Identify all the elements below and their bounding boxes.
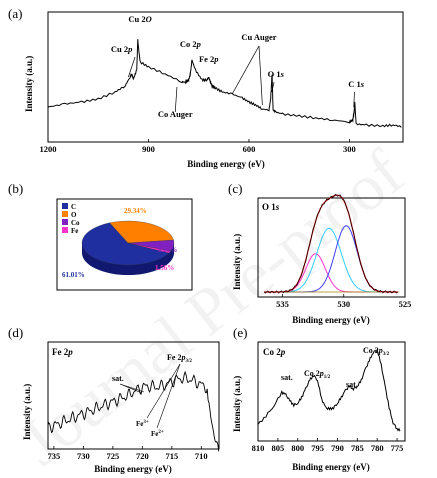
panel-a-peak-label: O 1s bbox=[268, 69, 285, 79]
panel-a-label: (a) bbox=[8, 6, 22, 21]
panel-a-arrow bbox=[271, 81, 275, 93]
panel-e-xtick-label: 785 bbox=[351, 443, 364, 453]
panel-d-xlabel: Binding energy (eV) bbox=[94, 464, 172, 474]
pie-slice-o bbox=[109, 220, 174, 244]
panel-e-sat2-label: sat. bbox=[346, 380, 358, 389]
panel-d-spectrum bbox=[47, 370, 220, 452]
panel-a-peak-label: Co Auger bbox=[158, 109, 193, 119]
panel-e-xtick-label: 790 bbox=[331, 443, 344, 453]
panel-d-annotations: sat. Fe 2p3/2 Fe3+ Fe2+ bbox=[112, 353, 192, 438]
panel-e-xlabel: Binding energy (eV) bbox=[292, 462, 370, 472]
panel-a-arrow bbox=[258, 45, 263, 106]
panel-a-xtick-label: 300 bbox=[343, 144, 356, 154]
legend-label-o: O bbox=[71, 211, 77, 219]
panel-c-xtick-label: 525 bbox=[399, 299, 412, 309]
legend-swatch-co bbox=[62, 219, 68, 225]
pie-percent-label: 61.01% bbox=[62, 271, 85, 279]
panel-a-arrow bbox=[174, 86, 178, 113]
panel-d-ylabel: Intensity (a.u.) bbox=[22, 384, 32, 440]
panel-d-fe2p: (d) Fe 2p 735 730 725 720 715 710 sat. Fe 2p3… bbox=[8, 325, 220, 474]
panel-e-ylabel: Intensity (a.u.) bbox=[232, 376, 242, 432]
panel-a-xtick-label: 1200 bbox=[40, 144, 57, 154]
panel-d-fe2p32-label: Fe 2p3/2 bbox=[167, 353, 192, 364]
panel-a-xtick-label: 900 bbox=[142, 144, 155, 154]
panel-d-fe3-arrow bbox=[146, 363, 181, 419]
panel-a-survey: (a) 1200 900 600 300 Cu 2p Cu 2O Co 2p Fe 2p Cu… bbox=[8, 6, 404, 169]
panel-c-title: O 1s bbox=[262, 202, 280, 212]
panel-a-frame bbox=[47, 11, 404, 143]
panel-d-fe2-arrow bbox=[156, 363, 181, 429]
panel-e-co2p12-label: Co 2p1/2 bbox=[304, 369, 331, 380]
panel-c-xtick-label: 535 bbox=[276, 299, 289, 309]
panel-d-xtick-label: 710 bbox=[195, 451, 208, 461]
panel-a-peak-label: C 1s bbox=[348, 79, 365, 89]
legend-swatch-c bbox=[62, 203, 68, 209]
panel-d-xtick-label: 730 bbox=[77, 451, 90, 461]
panel-e-xtick-label: 775 bbox=[391, 443, 404, 453]
panel-b-frame bbox=[56, 198, 193, 291]
panel-c-xlabel: Binding energy (eV) bbox=[292, 315, 370, 325]
pie-percent-label: 8.09% bbox=[158, 246, 177, 254]
panel-e-spectrum bbox=[257, 348, 401, 432]
panel-d-frame bbox=[47, 341, 220, 450]
panel-a-peak-label: Cu Auger bbox=[241, 32, 276, 42]
panel-d-xtick-label: 725 bbox=[106, 451, 119, 461]
pie-percent-label: 29.34% bbox=[124, 207, 147, 215]
panel-e-label: (e) bbox=[233, 325, 247, 340]
panel-d-xtick-label: 720 bbox=[136, 451, 149, 461]
panel-a-arrow bbox=[231, 45, 260, 95]
panel-e-xtick-label: 805 bbox=[271, 443, 284, 453]
o1s-envelope bbox=[264, 194, 398, 293]
panel-e-co2p32-label: Co 2p3/2 bbox=[363, 346, 390, 357]
panel-b-label: (b) bbox=[8, 181, 23, 196]
panel-d-sat-arrow-2 bbox=[119, 383, 145, 393]
pie-slice-fe bbox=[127, 242, 172, 254]
panel-a-ylabel: Intensity (a.u.) bbox=[24, 56, 34, 112]
panel-a-arrow bbox=[353, 91, 355, 108]
legend-label-co: Co bbox=[71, 219, 80, 227]
o1s-raw bbox=[263, 193, 398, 294]
panel-c-xtick-label: 530 bbox=[337, 299, 350, 309]
panel-e-xtick-label: 780 bbox=[371, 443, 384, 453]
panel-e-title: Co 2p bbox=[263, 347, 286, 357]
panel-c-o1s: (c) O 1s 535 530 525 Intensity (a.u.) Bind… bbox=[228, 181, 411, 325]
panel-a-spectrum bbox=[47, 39, 402, 128]
panel-e-sat1-label: sat. bbox=[281, 373, 293, 382]
legend-swatch-fe bbox=[62, 227, 68, 233]
panel-a-xlabel: Binding energy (eV) bbox=[187, 159, 265, 169]
panel-d-fe2-label: Fe2+ bbox=[151, 430, 164, 438]
panel-e-annotations: sat. Co 2p1/2 sat. Co 2p3/2 bbox=[281, 346, 390, 389]
panel-e-co2p: (e) Co 2p 810 805 800 795 790 785 780 775 sat. … bbox=[232, 325, 406, 472]
legend-swatch-o bbox=[62, 211, 68, 217]
panel-d-sat-label: sat. bbox=[112, 374, 124, 383]
panel-a-peak-label: Co 2p bbox=[180, 39, 201, 49]
panel-e-xtick-label: 800 bbox=[291, 443, 304, 453]
panel-a-arrow bbox=[128, 56, 136, 78]
panel-e-xtick-label: 795 bbox=[311, 443, 324, 453]
watermark-text: Journal Pre-proof bbox=[7, 137, 417, 478]
pie-percent-label: 1.56% bbox=[155, 264, 174, 272]
panel-a-xtick-label: 600 bbox=[243, 144, 256, 154]
legend-label-fe: Fe bbox=[71, 227, 78, 235]
panel-d-label: (d) bbox=[8, 325, 23, 340]
panel-d-xtick-label: 735 bbox=[48, 451, 61, 461]
legend-label-c: C bbox=[71, 203, 76, 211]
panel-a-peak-label: Fe 2p bbox=[199, 54, 219, 64]
panel-a-peak-label: Cu 2O bbox=[128, 14, 151, 24]
panel-c-frame bbox=[257, 197, 406, 298]
panel-a-peak-label: Cu 2p bbox=[111, 44, 133, 54]
panel-d-fe3-label: Fe3+ bbox=[136, 420, 149, 428]
panel-e-frame bbox=[257, 341, 406, 442]
panel-d-xtick-label: 715 bbox=[165, 451, 178, 461]
panel-c-ylabel: Intensity (a.u.) bbox=[232, 234, 242, 290]
panel-e-xtick-label: 810 bbox=[252, 443, 265, 453]
panel-c-label: (c) bbox=[228, 181, 242, 196]
panel-d-title: Fe 2p bbox=[52, 347, 73, 357]
